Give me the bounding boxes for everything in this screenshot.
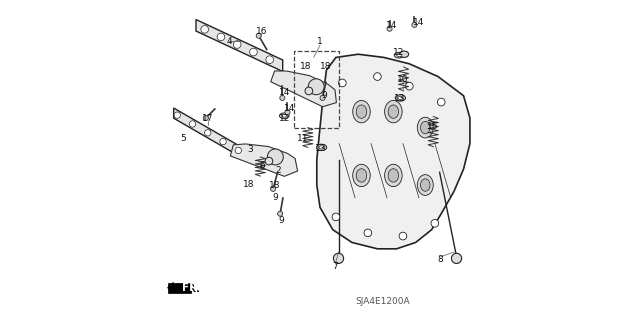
Text: 18: 18 <box>243 180 255 189</box>
Circle shape <box>250 48 257 56</box>
Circle shape <box>285 110 290 115</box>
Text: 17: 17 <box>202 114 214 123</box>
Circle shape <box>189 121 196 127</box>
Ellipse shape <box>400 51 409 57</box>
Circle shape <box>339 79 346 87</box>
Text: 13: 13 <box>315 144 326 153</box>
Ellipse shape <box>317 144 326 151</box>
Circle shape <box>204 115 209 121</box>
Ellipse shape <box>319 146 324 149</box>
Ellipse shape <box>385 100 402 123</box>
Ellipse shape <box>388 105 399 118</box>
Ellipse shape <box>396 95 406 101</box>
Text: 14: 14 <box>279 88 291 97</box>
Circle shape <box>174 112 180 118</box>
Text: 18: 18 <box>300 62 312 71</box>
Polygon shape <box>168 282 173 293</box>
Text: 12: 12 <box>393 48 404 57</box>
Ellipse shape <box>282 115 287 117</box>
Polygon shape <box>230 144 298 176</box>
Text: 7: 7 <box>332 262 338 271</box>
Text: 2: 2 <box>275 166 281 175</box>
Text: 18: 18 <box>269 181 280 190</box>
Circle shape <box>205 130 211 136</box>
Circle shape <box>387 26 392 31</box>
Circle shape <box>364 229 372 237</box>
Text: 11: 11 <box>297 134 308 143</box>
Text: 18: 18 <box>320 62 332 71</box>
Polygon shape <box>173 108 246 160</box>
Circle shape <box>220 138 226 145</box>
Circle shape <box>399 232 407 240</box>
Text: 4: 4 <box>227 37 232 46</box>
Text: 1: 1 <box>317 37 323 46</box>
Circle shape <box>320 95 325 100</box>
Text: 6: 6 <box>259 161 265 170</box>
Ellipse shape <box>417 175 433 195</box>
Ellipse shape <box>394 52 404 58</box>
Text: 10: 10 <box>397 75 409 84</box>
Text: 8: 8 <box>438 255 444 263</box>
Ellipse shape <box>356 169 367 182</box>
Circle shape <box>201 26 209 33</box>
Text: 3: 3 <box>248 145 253 154</box>
Text: 5: 5 <box>180 134 186 143</box>
Ellipse shape <box>280 113 289 119</box>
Circle shape <box>234 41 241 48</box>
Text: FR.: FR. <box>182 283 202 293</box>
Circle shape <box>308 79 324 95</box>
Circle shape <box>217 33 225 41</box>
Circle shape <box>412 22 417 27</box>
Circle shape <box>266 56 273 63</box>
Ellipse shape <box>397 54 401 57</box>
Circle shape <box>278 211 283 216</box>
Ellipse shape <box>420 122 430 134</box>
Circle shape <box>451 253 461 263</box>
Ellipse shape <box>398 96 403 100</box>
Circle shape <box>271 186 276 191</box>
Polygon shape <box>168 283 191 293</box>
Circle shape <box>235 147 241 154</box>
Text: 13: 13 <box>394 94 406 103</box>
Text: 12: 12 <box>278 114 290 122</box>
Polygon shape <box>317 54 470 249</box>
Circle shape <box>305 87 313 95</box>
Circle shape <box>333 253 344 263</box>
Polygon shape <box>196 19 283 71</box>
Text: 14: 14 <box>387 21 398 30</box>
Ellipse shape <box>385 164 402 187</box>
Text: 15: 15 <box>426 122 438 130</box>
Circle shape <box>437 98 445 106</box>
Ellipse shape <box>417 117 433 138</box>
Circle shape <box>332 213 340 221</box>
Ellipse shape <box>388 169 399 182</box>
Text: 14: 14 <box>284 104 296 113</box>
Circle shape <box>256 33 261 38</box>
Text: 9: 9 <box>273 193 278 202</box>
Text: 9: 9 <box>278 216 284 225</box>
Ellipse shape <box>356 105 367 118</box>
Text: 16: 16 <box>256 27 268 36</box>
Polygon shape <box>271 71 337 107</box>
Ellipse shape <box>420 179 430 191</box>
Text: SJA4E1200A: SJA4E1200A <box>355 297 410 306</box>
Text: 14: 14 <box>413 18 424 27</box>
Circle shape <box>431 219 438 227</box>
Circle shape <box>268 149 284 165</box>
Text: FR.: FR. <box>182 284 200 294</box>
Circle shape <box>280 95 285 100</box>
Circle shape <box>374 73 381 80</box>
Ellipse shape <box>353 164 371 187</box>
Circle shape <box>406 82 413 90</box>
Ellipse shape <box>353 100 371 123</box>
Circle shape <box>265 157 273 165</box>
Text: 9: 9 <box>321 91 327 100</box>
